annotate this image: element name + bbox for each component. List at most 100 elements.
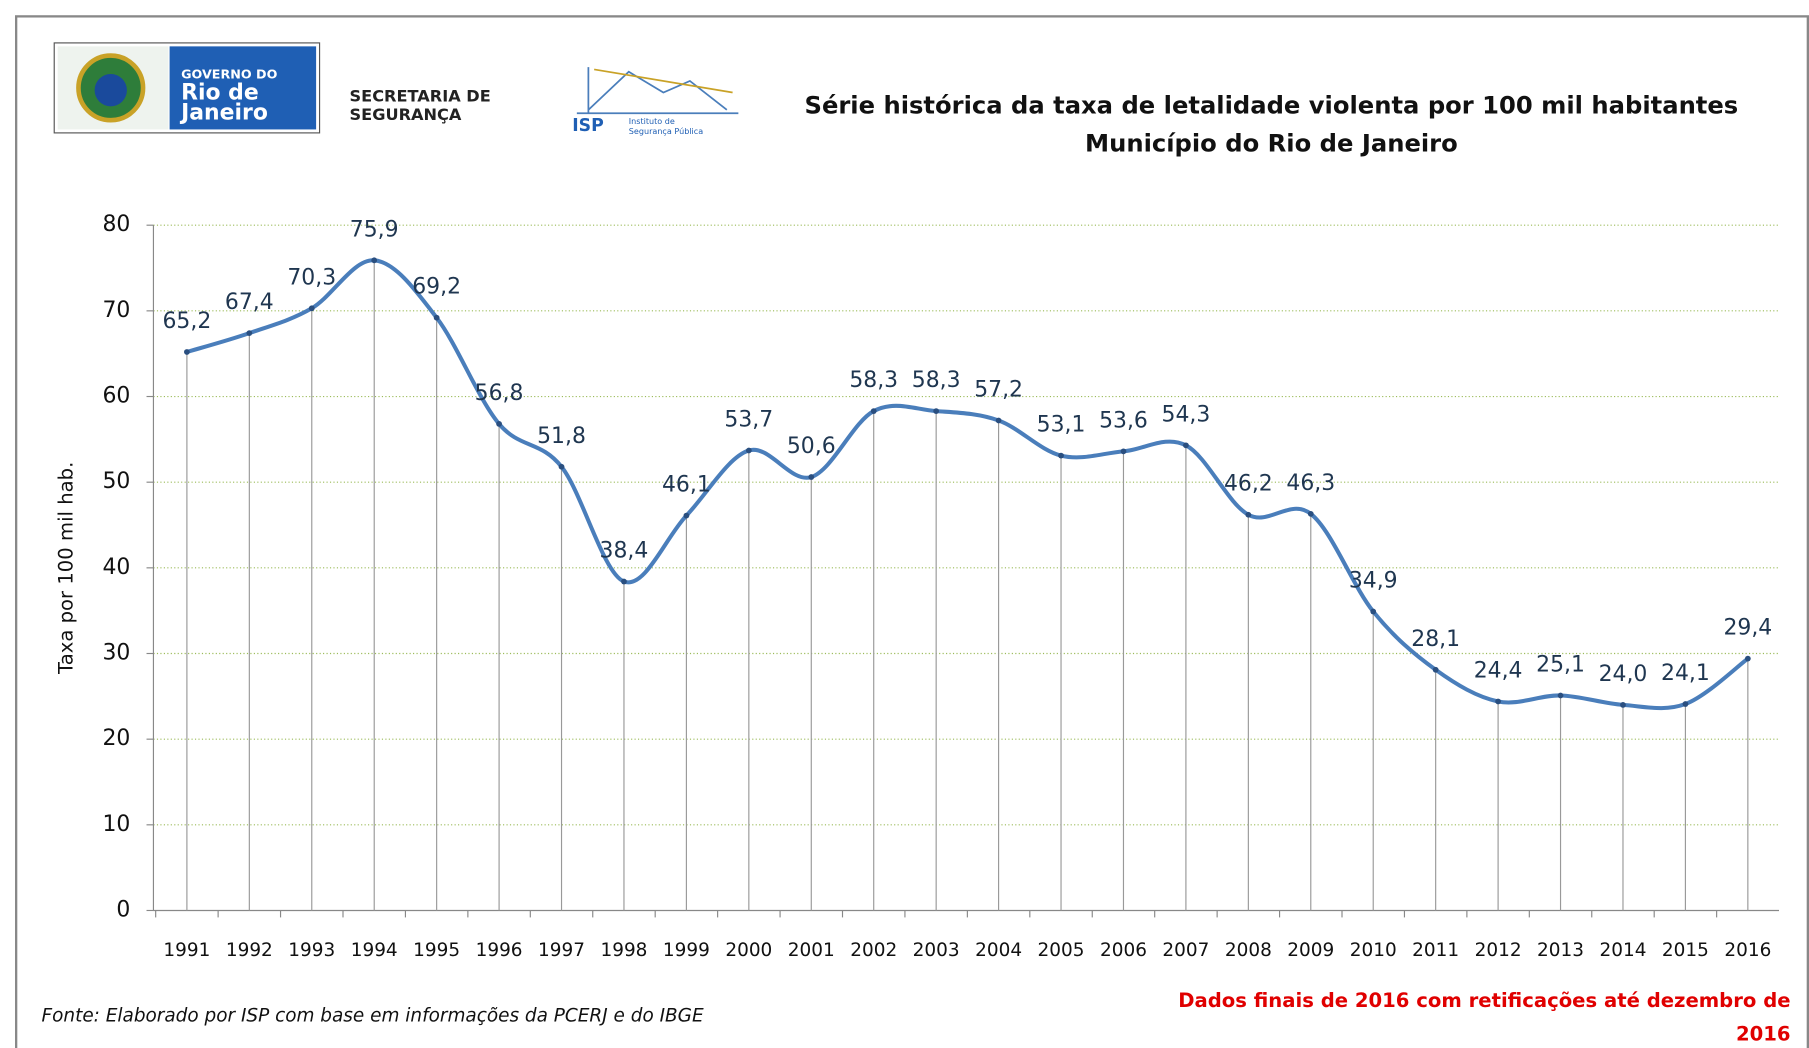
point <box>1557 692 1564 699</box>
y-tick-label: 80 <box>102 212 130 237</box>
y-tick-label: 40 <box>102 555 130 580</box>
y-tick-label: 30 <box>102 641 130 666</box>
isp-logo: ISP Instituto de Segurança Pública <box>572 67 739 136</box>
y-tick-label: 10 <box>102 812 130 837</box>
point <box>1370 608 1377 615</box>
x-tick-label: 1995 <box>413 940 460 961</box>
logo-crest-center <box>94 74 127 107</box>
point <box>1495 698 1501 705</box>
x-tick-label: 2010 <box>1350 940 1397 961</box>
logo-text: GOVERNO DO <box>181 67 277 82</box>
data-label: 51,8 <box>537 424 586 449</box>
x-tick-label: 1998 <box>600 940 647 961</box>
logo-text: Rio de <box>181 81 259 106</box>
data-label: 46,3 <box>1286 471 1335 496</box>
x-tick-label: 2013 <box>1537 940 1584 961</box>
point <box>1744 655 1751 662</box>
data-note: 2016 <box>1736 1023 1791 1046</box>
chart-subtitle: Município do Rio de Janeiro <box>1085 129 1458 157</box>
isp-name: ISP <box>572 116 604 136</box>
point <box>1120 448 1127 455</box>
point <box>683 512 690 519</box>
data-label: 58,3 <box>849 368 898 393</box>
y-axis-title: Taxa por 100 mil hab. <box>54 462 77 675</box>
data-label: 50,6 <box>787 434 836 459</box>
data-label: 24,1 <box>1661 661 1710 686</box>
x-tick-label: 2001 <box>788 940 835 961</box>
isp-text: Segurança Pública <box>629 127 703 136</box>
data-label: 46,1 <box>662 473 711 498</box>
point <box>745 447 752 454</box>
x-tick-label: 2003 <box>913 940 960 961</box>
y-tick-label: 0 <box>116 897 130 922</box>
x-tick-label: 2015 <box>1662 940 1709 961</box>
isp-graphic <box>594 68 733 94</box>
secretaria: SECRETARIA DE <box>350 87 491 106</box>
point <box>496 421 502 427</box>
data-label: 34,9 <box>1349 569 1398 594</box>
point <box>995 417 1002 424</box>
secretaria: SEGURANÇA <box>350 105 462 124</box>
isp-graphic <box>576 67 739 115</box>
frame <box>14 15 1809 1048</box>
data-label: 25,1 <box>1536 652 1585 677</box>
gov-logo: GOVERNO DO Rio de Janeiro <box>53 42 321 134</box>
y-tick-label: 50 <box>102 469 130 494</box>
source-note: Fonte: Elaborado por ISP com base em inf… <box>42 1006 704 1027</box>
data-label: 57,2 <box>974 378 1023 403</box>
point <box>621 578 627 585</box>
point <box>933 408 940 414</box>
x-tick-label: 2002 <box>850 940 897 961</box>
point <box>308 305 315 312</box>
logo-blue <box>169 46 317 130</box>
y-tick-label: 20 <box>102 726 130 751</box>
data-label: 53,7 <box>724 407 773 432</box>
point <box>371 257 378 264</box>
x-tick-label: 1991 <box>163 940 210 961</box>
point <box>1058 452 1064 459</box>
data-label: 24,0 <box>1599 662 1648 687</box>
x-tick-label: 2016 <box>1724 940 1771 961</box>
x-tick-label: 2007 <box>1162 940 1209 961</box>
data-label: 75,9 <box>350 217 399 242</box>
chart-title: Série histórica da taxa de letalidade vi… <box>805 91 1739 119</box>
point <box>1432 666 1439 673</box>
point <box>1620 702 1626 708</box>
x-tick-label: 2006 <box>1100 940 1147 961</box>
point <box>433 314 440 321</box>
x-tick-label: 1993 <box>288 940 335 961</box>
x-tick-label: 1996 <box>476 940 523 961</box>
y-tick-label: 70 <box>102 298 130 323</box>
point <box>1682 701 1689 707</box>
data-label: 28,1 <box>1411 627 1460 652</box>
point <box>808 474 815 480</box>
data-label: 70,3 <box>287 265 336 290</box>
data-label: 53,1 <box>1037 413 1086 438</box>
series-line <box>186 258 1750 711</box>
x-tick-label: 1992 <box>226 940 273 961</box>
data-label: 53,6 <box>1099 408 1148 433</box>
data-label: 56,8 <box>475 381 524 406</box>
data-label: 29,4 <box>1723 616 1772 641</box>
logo-text: Janeiro <box>179 100 268 125</box>
data-label: 38,4 <box>600 539 649 564</box>
isp-text: Instituto de <box>629 117 675 126</box>
y-tick-label: 60 <box>102 384 130 409</box>
data-label: 46,2 <box>1224 472 1273 497</box>
point <box>184 349 190 355</box>
x-tick-label: 2004 <box>975 940 1022 961</box>
x-tick-label: 1999 <box>663 940 710 961</box>
data-label: 54,3 <box>1162 402 1211 427</box>
data-label: 69,2 <box>412 275 461 300</box>
data-label: 24,4 <box>1474 658 1523 683</box>
point <box>1307 510 1314 517</box>
x-tick-label: 2011 <box>1412 940 1459 961</box>
point <box>870 408 877 414</box>
x-tick-label: 1997 <box>538 940 585 961</box>
x-tick-label: 2009 <box>1287 940 1334 961</box>
point <box>558 463 565 470</box>
point <box>1183 442 1189 449</box>
point <box>246 330 253 337</box>
data-label: 58,3 <box>912 368 961 393</box>
